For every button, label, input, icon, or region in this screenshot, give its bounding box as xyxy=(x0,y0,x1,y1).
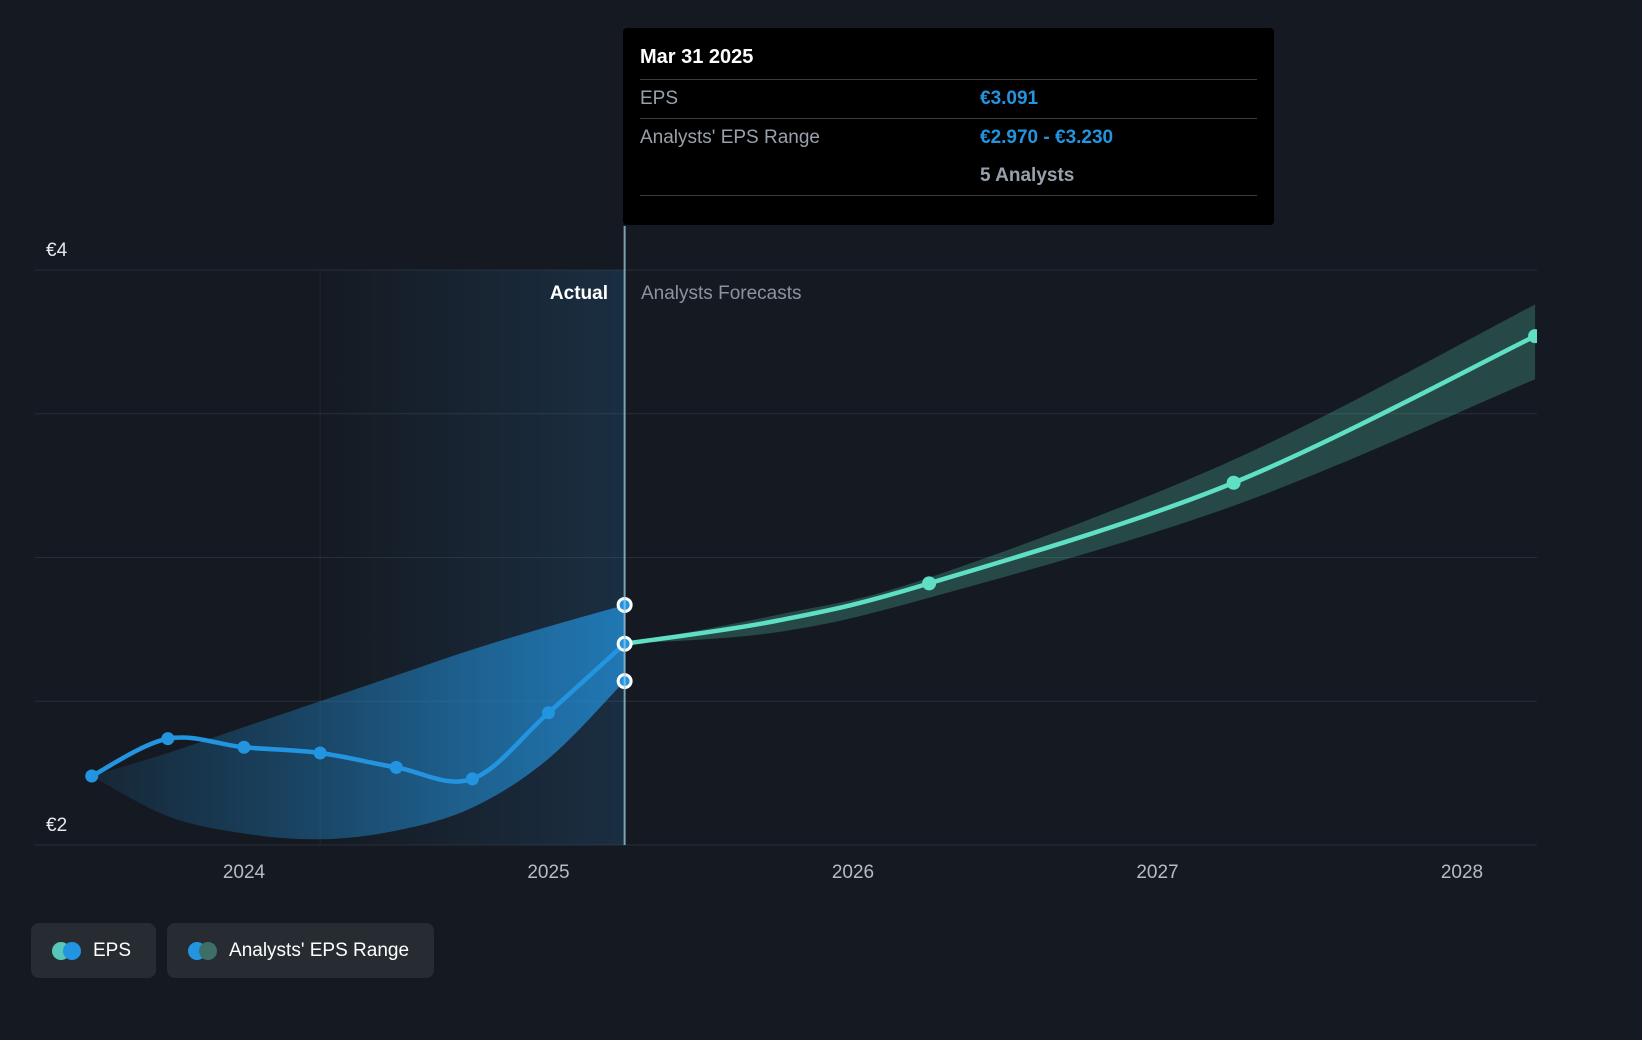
eps-data-point[interactable] xyxy=(85,769,99,783)
actual-phase-label: Actual xyxy=(549,283,608,304)
legend-eps-range-label: Analysts' EPS Range xyxy=(229,939,410,961)
forecast_range-band xyxy=(624,304,1536,644)
forecast-data-point[interactable] xyxy=(1226,475,1241,490)
x-tick-label: 2024 xyxy=(223,862,266,883)
tooltip-range-value: €2.970 - €3.230 xyxy=(980,127,1114,148)
forecast-data-point[interactable] xyxy=(922,576,937,591)
eps-data-point[interactable] xyxy=(389,760,403,774)
blue-dot-icon xyxy=(63,941,81,960)
tooltip-analysts-row: 5 Analysts xyxy=(640,157,1257,195)
tooltip-date: Mar 31 2025 xyxy=(640,46,754,68)
legend: EPS Analysts' EPS Range xyxy=(31,923,435,978)
y-tick-label: €4 xyxy=(46,240,68,261)
tooltip-eps-label: EPS xyxy=(640,88,679,109)
tooltip-range-label: Analysts' EPS Range xyxy=(640,127,820,148)
eps-data-point[interactable] xyxy=(313,746,327,760)
y-tick-label: €2 xyxy=(46,815,67,836)
legend-eps-label: EPS xyxy=(93,939,132,961)
dark-teal-dot-icon xyxy=(199,941,218,960)
eps_forecast-line xyxy=(622,333,1537,646)
forecast-phase-label: Analysts Forecasts xyxy=(641,283,802,304)
x-tick-label: 2027 xyxy=(1136,862,1178,883)
tooltip-analysts-count: 5 Analysts xyxy=(980,165,1075,186)
forecast-data-point[interactable] xyxy=(1528,329,1542,344)
tooltip-divider xyxy=(640,118,1257,119)
tooltip: Mar 31 2025 EPS €3.091 Analysts' EPS Ran… xyxy=(623,28,1274,225)
eps-data-point[interactable] xyxy=(237,740,251,754)
eps-data-point[interactable] xyxy=(542,706,555,720)
eps-range-legend-icon xyxy=(188,941,218,960)
tooltip-eps-row: EPS €3.091 xyxy=(640,80,1257,118)
actual_range-band xyxy=(91,604,625,840)
x-tick-label: 2028 xyxy=(1441,862,1483,883)
eps-legend-icon xyxy=(52,941,81,960)
eps-data-point[interactable] xyxy=(161,732,175,746)
x-tick-label: 2026 xyxy=(832,862,874,883)
tooltip-divider xyxy=(640,79,1257,80)
legend-item-eps[interactable]: EPS xyxy=(31,923,157,978)
tooltip-divider xyxy=(640,195,1257,196)
legend-item-eps-range[interactable]: Analysts' EPS Range xyxy=(167,923,435,978)
tooltip-eps-value: €3.091 xyxy=(980,88,1039,109)
eps-data-point[interactable] xyxy=(465,772,479,786)
x-tick-label: 2025 xyxy=(527,862,569,883)
tooltip-range-row: Analysts' EPS Range €2.970 - €3.230 xyxy=(640,119,1257,157)
